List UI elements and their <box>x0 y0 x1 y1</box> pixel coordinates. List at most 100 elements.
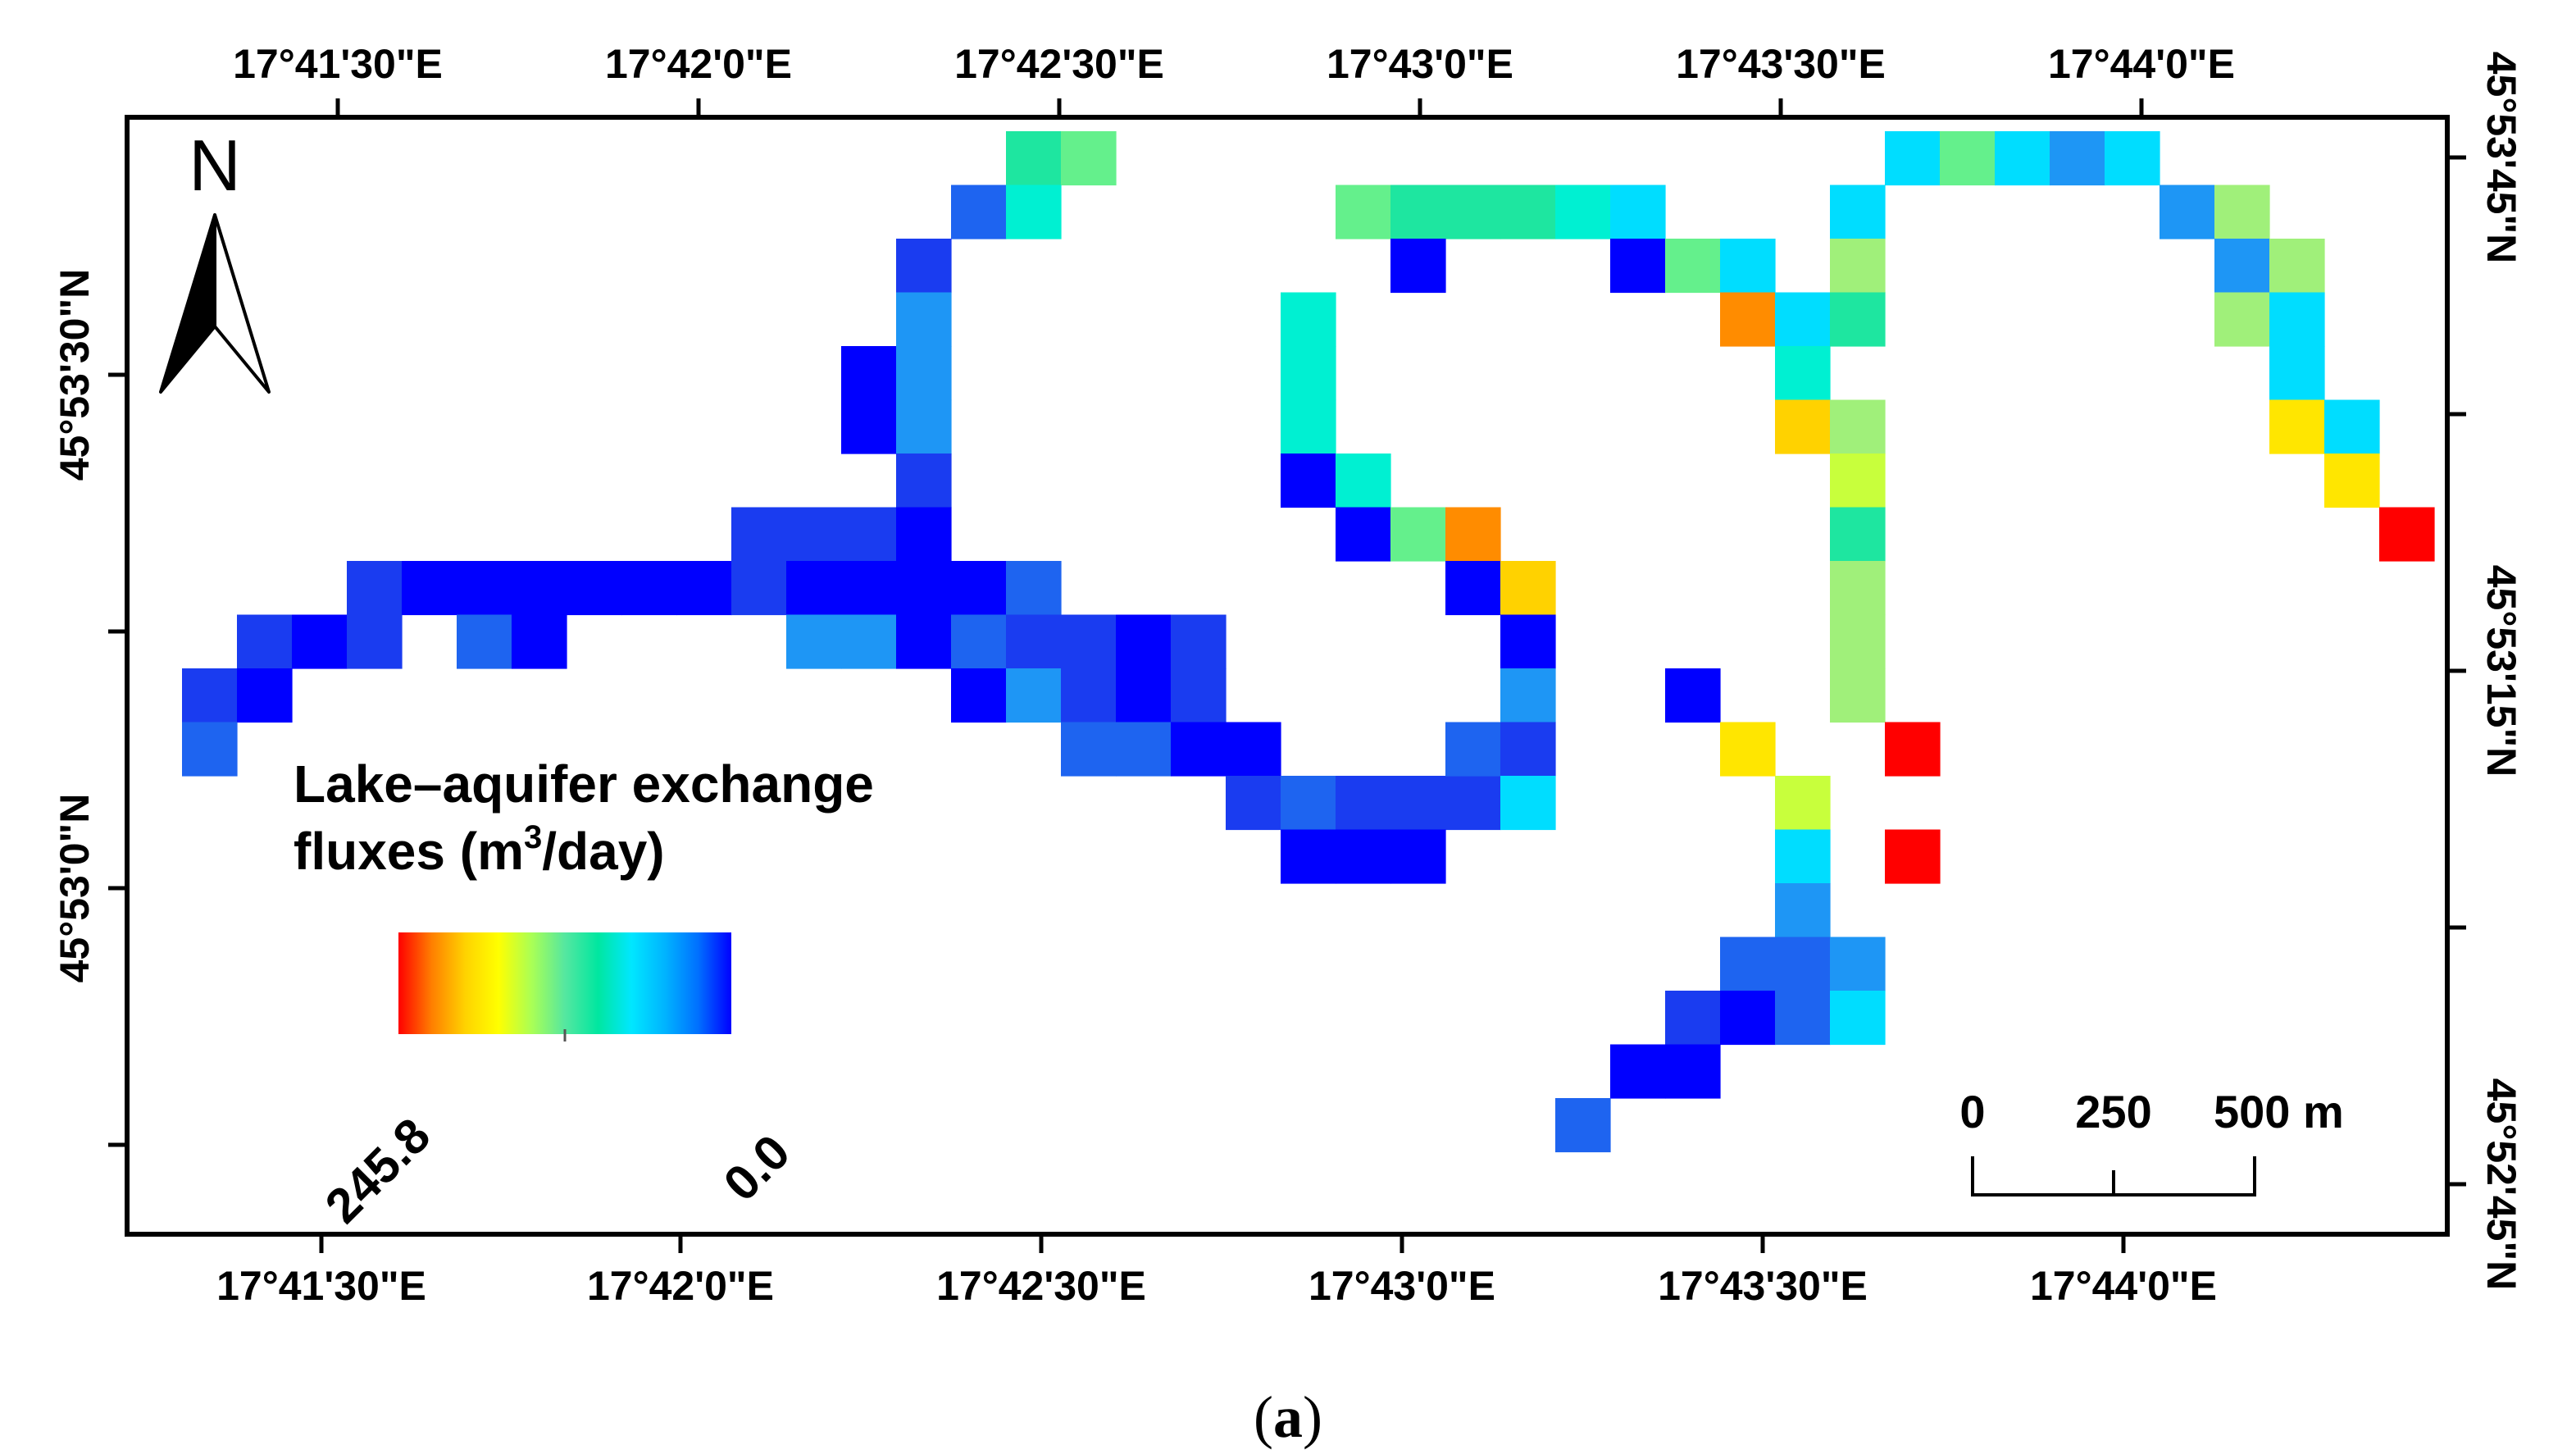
scale-label-0: 0 <box>1959 1086 1985 1137</box>
top-tick-label: 17°43'0"E <box>1327 41 1513 87</box>
flux-cell <box>457 614 512 669</box>
flux-cell <box>841 561 897 616</box>
flux-cell <box>1390 776 1446 831</box>
flux-cell <box>1061 722 1117 777</box>
flux-cell <box>1830 507 1886 562</box>
flux-cell <box>1116 668 1172 723</box>
flux-cell <box>951 614 1007 669</box>
flux-cell <box>1775 883 1831 938</box>
flux-cell <box>896 399 952 454</box>
flux-cell <box>1610 1044 1666 1099</box>
flux-cell <box>2324 454 2380 508</box>
flux-cell <box>1171 668 1227 723</box>
flux-cell <box>1171 614 1227 669</box>
bottom-tick-label: 17°43'0"E <box>1308 1263 1495 1309</box>
legend-color-ramp <box>398 932 731 1034</box>
flux-cell <box>1720 722 1776 777</box>
scale-bar: 0 250 500 m <box>1959 1086 2344 1196</box>
flux-cell <box>182 722 238 777</box>
flux-cell <box>512 561 567 616</box>
flux-cell <box>2214 185 2270 239</box>
flux-cell <box>1830 991 1886 1046</box>
flux-cell <box>1500 561 1556 616</box>
right-axis: 45°53'45"N 45°53'15"N 45°52'45"N <box>2447 52 2524 1291</box>
right-tick-label: 45°53'15"N <box>2478 565 2524 777</box>
flux-cell <box>1500 776 1556 831</box>
flux-cell <box>1720 937 1776 991</box>
flux-cell <box>1995 131 2050 186</box>
flux-cell <box>1171 722 1227 777</box>
flux-cell <box>1775 292 1831 347</box>
flux-cell <box>1665 1044 1721 1099</box>
flux-cell <box>1830 454 1886 508</box>
flux-cell <box>1665 239 1721 294</box>
flux-cell <box>2105 131 2160 186</box>
flux-cell <box>1500 614 1556 669</box>
flux-cell <box>621 561 677 616</box>
flux-cell <box>512 614 567 669</box>
flux-cell <box>2269 399 2325 454</box>
flux-cell <box>182 668 238 723</box>
north-label: N <box>189 125 241 206</box>
flux-cell <box>896 292 952 347</box>
flux-cell <box>1445 561 1501 616</box>
scale-label-500: 500 m <box>2214 1086 2344 1137</box>
bottom-tick-label: 17°41'30"E <box>216 1263 426 1309</box>
flux-cell <box>292 614 348 669</box>
flux-cell <box>1830 239 1886 294</box>
flux-cell <box>841 399 897 454</box>
flux-cell <box>1061 131 1117 186</box>
flux-cell <box>2214 239 2270 294</box>
legend-title-suffix: /day) <box>542 822 664 881</box>
flux-cell <box>1610 239 1666 294</box>
flux-cell <box>1061 668 1117 723</box>
flux-cell <box>1006 614 1062 669</box>
flux-cell <box>1390 185 1446 239</box>
flux-cell <box>1281 776 1336 831</box>
flux-cell <box>567 561 622 616</box>
top-tick-label: 17°41'30"E <box>233 41 443 87</box>
flux-cell <box>1720 991 1776 1046</box>
bottom-tick-label: 17°42'0"E <box>587 1263 774 1309</box>
legend-title-sup: 3 <box>524 819 542 855</box>
flux-cell <box>1226 722 1281 777</box>
flux-cell <box>1720 239 1776 294</box>
flux-cell <box>786 507 842 562</box>
flux-cell <box>1006 131 1062 186</box>
bottom-axis: 17°41'30"E 17°42'0"E 17°42'30"E 17°43'0"… <box>216 1234 2217 1309</box>
flux-cell <box>951 185 1007 239</box>
figure-caption: (a) <box>1254 1384 1322 1450</box>
flux-cell <box>2050 131 2105 186</box>
flux-cell <box>1336 507 1391 562</box>
flux-cell <box>402 561 457 616</box>
flux-cell <box>1336 829 1391 884</box>
flux-cell <box>1390 239 1446 294</box>
flux-cell <box>1116 614 1172 669</box>
flux-cell <box>2324 399 2380 454</box>
flux-cell <box>1830 399 1886 454</box>
flux-cell <box>951 668 1007 723</box>
top-tick-label: 17°42'30"E <box>954 41 1164 87</box>
flux-cell <box>1445 722 1501 777</box>
flux-cell <box>1555 1098 1611 1153</box>
flux-cell <box>1775 776 1831 831</box>
scale-label-250: 250 <box>2075 1086 2151 1137</box>
flux-cell <box>1555 185 1611 239</box>
flux-cell <box>1006 668 1062 723</box>
flux-cell <box>1281 346 1336 401</box>
flux-cell <box>2269 239 2325 294</box>
map-frame <box>125 115 2450 1237</box>
flux-cell <box>1885 131 1941 186</box>
flux-cells <box>182 131 2435 1153</box>
flux-cell <box>1775 346 1831 401</box>
flux-cell <box>896 239 952 294</box>
flux-cell <box>841 614 897 669</box>
flux-cell <box>1940 131 1996 186</box>
flux-cell <box>731 561 787 616</box>
left-tick-label: 45°53'30"N <box>52 269 98 481</box>
bottom-tick-label: 17°43'30"E <box>1658 1263 1868 1309</box>
flux-cell <box>1281 292 1336 347</box>
flux-cell <box>896 507 952 562</box>
right-tick-label: 45°52'45"N <box>2478 1078 2524 1291</box>
